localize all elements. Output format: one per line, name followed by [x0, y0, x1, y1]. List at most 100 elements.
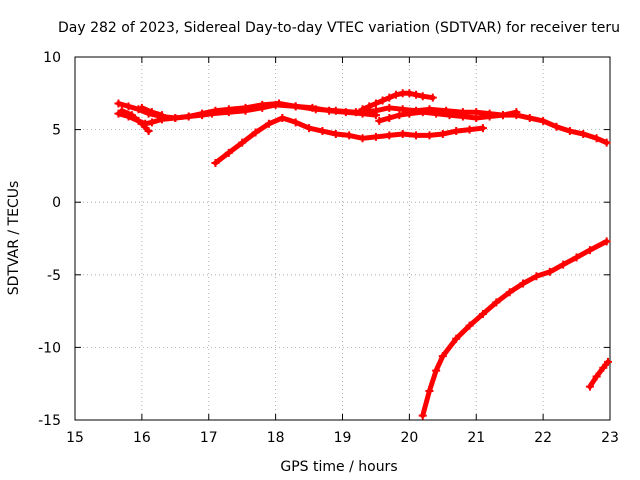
y-tick-label: 0 — [52, 195, 61, 211]
data-point — [425, 386, 434, 395]
data-point — [224, 148, 233, 157]
data-point — [572, 253, 581, 262]
series-arc-3 — [117, 106, 153, 136]
data-point — [405, 89, 414, 98]
data-point — [425, 131, 434, 140]
data-point — [378, 96, 387, 105]
x-tick-label: 18 — [267, 430, 285, 446]
series-arc-7 — [375, 108, 521, 125]
data-point — [532, 272, 541, 281]
data-point — [291, 102, 300, 111]
data-point — [592, 134, 601, 143]
data-point — [371, 99, 380, 108]
data-point — [585, 382, 594, 391]
data-point — [278, 113, 287, 122]
data-point — [274, 99, 283, 108]
data-point — [602, 237, 611, 246]
data-point — [385, 113, 394, 122]
data-point — [432, 366, 441, 375]
data-point — [603, 357, 612, 366]
data-point — [251, 128, 260, 137]
data-point — [291, 118, 300, 127]
data-point — [238, 138, 247, 147]
data-point — [438, 352, 447, 361]
y-tick-label: -5 — [47, 268, 61, 284]
data-point — [525, 113, 534, 122]
y-tick-label: 10 — [43, 50, 61, 66]
data-point — [224, 105, 233, 114]
data-point — [385, 131, 394, 140]
data-point — [371, 132, 380, 141]
data-point — [478, 124, 487, 133]
data-point — [398, 129, 407, 138]
y-tick-label: -10 — [38, 340, 61, 356]
data-point — [147, 118, 156, 127]
data-point — [539, 116, 548, 125]
x-tick-label: 21 — [467, 430, 485, 446]
data-point — [545, 267, 554, 276]
data-point — [318, 127, 327, 136]
x-tick-label: 19 — [334, 430, 352, 446]
data-point — [478, 310, 487, 319]
series-arc-5 — [211, 113, 487, 167]
data-point — [418, 92, 427, 101]
data-point — [137, 119, 146, 128]
data-point — [395, 111, 404, 120]
data-point — [559, 260, 568, 269]
series-trace — [119, 108, 152, 134]
data-point — [392, 90, 400, 99]
data-point — [124, 102, 133, 111]
data-point — [114, 99, 123, 108]
data-point — [157, 111, 166, 120]
data-point — [171, 113, 180, 122]
data-point — [418, 411, 427, 420]
data-point — [452, 127, 461, 136]
data-points — [114, 89, 612, 420]
chart-title: Day 282 of 2023, Sidereal Day-to-day VTE… — [58, 20, 620, 36]
y-tick-label: -15 — [38, 413, 61, 429]
data-point — [405, 109, 414, 118]
data-point — [351, 108, 360, 117]
y-tick-label: 5 — [52, 123, 61, 139]
data-point — [465, 125, 474, 134]
x-tick-label: 20 — [400, 430, 418, 446]
series-arc-9 — [585, 357, 612, 391]
data-point — [241, 103, 250, 112]
data-point — [579, 129, 588, 138]
data-point — [305, 124, 314, 133]
data-point — [365, 102, 374, 111]
data-point — [311, 105, 320, 114]
data-point — [264, 119, 273, 128]
data-point — [418, 108, 427, 117]
data-point — [492, 298, 501, 307]
data-point — [599, 363, 608, 372]
data-point — [211, 158, 220, 167]
data-point — [358, 134, 367, 143]
data-point — [445, 111, 454, 120]
data-point — [552, 122, 561, 131]
axis-ticks: 15 16 17 18 19 20 21 22 23 -15 -10 -5 0 5 10 — [38, 50, 619, 446]
data-point — [465, 321, 474, 330]
data-point — [519, 279, 528, 288]
data-point — [147, 108, 156, 117]
data-point — [375, 116, 384, 125]
data-point — [438, 129, 447, 138]
data-point — [505, 288, 514, 297]
x-tick-label: 15 — [66, 430, 84, 446]
data-point — [432, 109, 441, 118]
x-axis-label: GPS time / hours — [280, 459, 397, 475]
data-point — [512, 108, 521, 117]
data-point — [127, 111, 136, 120]
data-point — [137, 103, 146, 112]
data-point — [198, 109, 207, 118]
y-axis-label: SDTVAR / TECUs — [6, 181, 22, 296]
data-point — [117, 106, 126, 115]
data-point — [385, 93, 394, 102]
data-point — [592, 372, 601, 381]
data-point — [458, 112, 467, 121]
series-arc-4 — [137, 103, 166, 120]
data-point — [331, 106, 340, 115]
data-point — [398, 89, 407, 98]
